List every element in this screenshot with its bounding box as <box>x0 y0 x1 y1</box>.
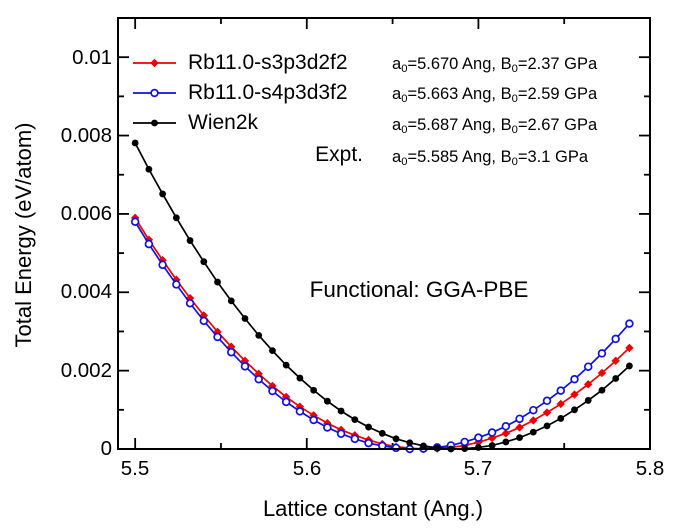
legend-label-s3p3d2f2: Rb11.0-s3p3d2f2 <box>188 51 348 74</box>
x-tick-label: 5.7 <box>463 457 493 480</box>
y-tick-label: 0.01 <box>72 46 112 69</box>
y-tick-label: 0.006 <box>60 202 112 225</box>
legend-label-wien2k: Wien2k <box>188 111 259 134</box>
y-tick-label: 0.008 <box>60 124 112 147</box>
annotation-row: a0=5.687 Ang, B0=2.67 GPa <box>392 116 598 137</box>
annotation-row: a0=5.663 Ang, B0=2.59 GPa <box>392 85 598 106</box>
y-tick-label: 0.004 <box>60 280 112 303</box>
legend-samples <box>133 58 176 127</box>
x-tick-label: 5.6 <box>292 457 322 480</box>
x-tick-label: 5.5 <box>120 457 150 480</box>
annotation-row: a0=5.585 Ang, B0=3.1 GPa <box>392 148 589 169</box>
annotation-row: a0=5.670 Ang, B0=2.37 GPa <box>392 55 598 76</box>
x-axis-title: Lattice constant (Ang.) <box>262 496 484 521</box>
plot-frame <box>117 17 651 450</box>
series-Rb11.0-s4p3d3f2 <box>130 217 634 454</box>
legend-label-expt: Expt. <box>315 143 363 166</box>
y-tick-label: 0 <box>100 437 112 460</box>
y-tick-label: 0.002 <box>60 359 112 382</box>
legend-label-s4p3d3f2: Rb11.0-s4p3d3f2 <box>188 81 348 104</box>
y-axis-title: Total Energy (eV/atom) <box>11 122 36 348</box>
x-tick-label: 5.8 <box>635 457 665 480</box>
functional-annotation: Functional: GGA-PBE <box>309 277 529 302</box>
